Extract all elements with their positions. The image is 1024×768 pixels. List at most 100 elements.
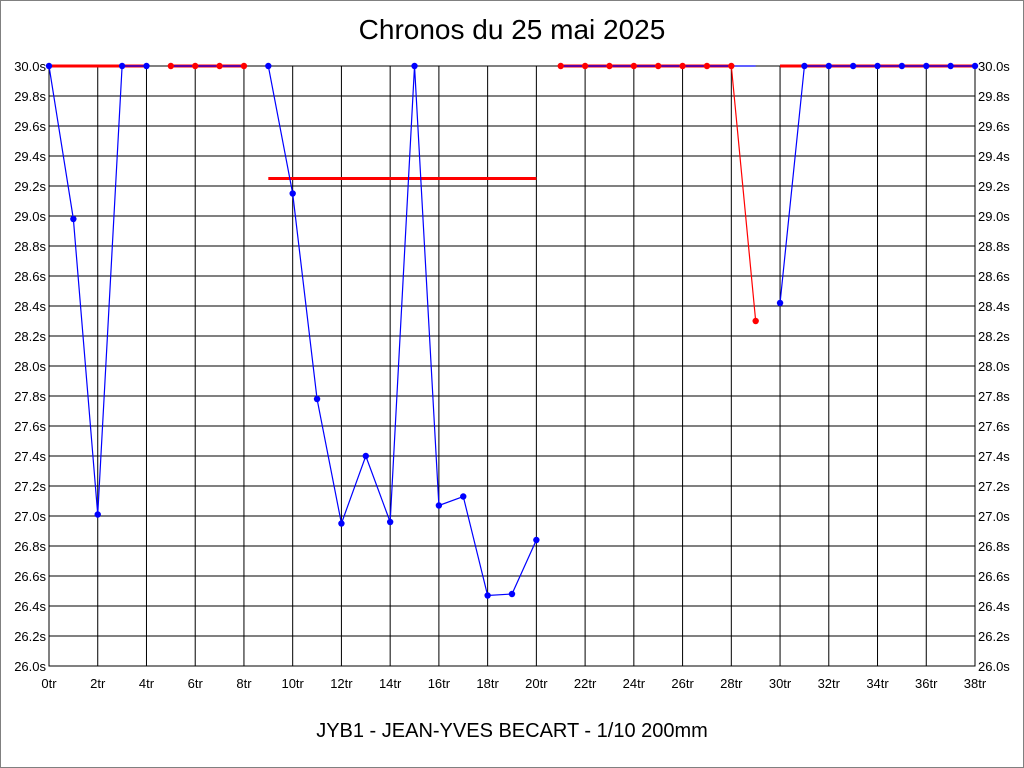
data-point — [971, 62, 979, 70]
x-tick-label: 14tr — [379, 676, 402, 691]
grid-lines — [48, 65, 976, 667]
y-tick-label-left: 26.8s — [14, 539, 46, 554]
data-point — [825, 62, 832, 70]
x-tick-label: 28tr — [720, 676, 743, 691]
x-tick-label: 22tr — [574, 676, 597, 691]
data-point — [923, 62, 930, 70]
data-point — [533, 536, 540, 544]
y-tick-label-right: 29.4s — [978, 149, 1010, 164]
y-tick-label-left: 28.6s — [14, 269, 46, 284]
y-tick-label-right: 28.2s — [978, 329, 1010, 344]
data-point — [460, 493, 467, 500]
y-tick-label-right: 29.8s — [978, 89, 1010, 104]
data-point — [338, 520, 345, 527]
y-tick-label-right: 29.6s — [978, 119, 1010, 134]
data-point — [192, 62, 199, 70]
x-tick-label: 34tr — [866, 676, 889, 691]
y-tick-label-left: 27.8s — [14, 389, 46, 404]
data-point — [874, 62, 881, 70]
y-tick-label-left: 27.6s — [14, 419, 46, 434]
y-tick-label-left: 27.2s — [14, 479, 46, 494]
x-tick-labels: 0tr 2tr 4tr 6tr 8tr 10tr 12tr 14tr 16tr 18tr 20tr 2… — [41, 676, 986, 691]
data-point — [947, 62, 954, 70]
y-tick-label-left: 26.0s — [14, 659, 46, 674]
y-tick-label-left: 28.8s — [14, 239, 46, 254]
data-point — [143, 62, 150, 70]
x-tick-label: 8tr — [236, 676, 252, 691]
data-point — [265, 62, 272, 70]
y-tick-label-right: 27.0s — [978, 509, 1010, 524]
y-tick-label-right: 27.4s — [978, 449, 1010, 464]
chart-footer: JYB1 - JEAN-YVES BECART - 1/10 200mm — [316, 720, 708, 742]
x-tick-label: 36tr — [915, 676, 938, 691]
y-tick-label-left: 29.4s — [14, 149, 46, 164]
data-point — [484, 592, 491, 599]
data-point — [728, 62, 735, 70]
series-line — [267, 65, 537, 597]
y-tick-label-right: 26.0s — [978, 659, 1010, 674]
x-tick-label: 4tr — [139, 676, 155, 691]
data-point — [411, 62, 418, 70]
x-tick-label: 26tr — [671, 676, 694, 691]
data-point — [240, 62, 248, 70]
x-tick-label: 16tr — [428, 676, 451, 691]
data-point — [655, 62, 662, 70]
data-point — [435, 502, 443, 509]
y-tick-label-left: 29.2s — [14, 179, 46, 194]
y-tick-labels: 26.0s 26.0s 26.2s 26.2s 26.4s 26.4s 26.6s 26.6s… — [14, 59, 1010, 674]
y-tick-label-left: 27.4s — [14, 449, 46, 464]
y-tick-label-right: 26.6s — [978, 569, 1010, 584]
y-tick-label-right: 28.4s — [978, 299, 1010, 314]
x-tick-label: 10tr — [281, 676, 304, 691]
y-tick-label-right: 26.8s — [978, 539, 1010, 554]
data-point — [606, 62, 613, 70]
data-point — [581, 62, 589, 70]
data-point — [849, 62, 857, 70]
y-tick-label-right: 29.2s — [978, 179, 1010, 194]
x-tick-label: 18tr — [476, 676, 499, 691]
data-point — [118, 62, 126, 70]
data-point — [94, 511, 101, 518]
x-tick-label: 32tr — [818, 676, 841, 691]
data-point — [703, 62, 711, 70]
data-point — [313, 395, 321, 403]
data-point — [167, 62, 175, 70]
data-point — [752, 317, 759, 325]
data-point — [557, 62, 564, 70]
y-tick-label-left: 29.0s — [14, 209, 46, 224]
data-point — [362, 452, 369, 460]
y-tick-label-left: 26.4s — [14, 599, 46, 614]
data-point — [801, 62, 808, 70]
x-tick-label: 38tr — [964, 676, 987, 691]
y-tick-label-left: 28.2s — [14, 329, 46, 344]
y-tick-label-right: 28.0s — [978, 359, 1010, 374]
y-tick-label-left: 27.0s — [14, 509, 46, 524]
data-point — [508, 590, 516, 598]
y-tick-label-left: 26.6s — [14, 569, 46, 584]
x-tick-label: 2tr — [90, 676, 106, 691]
data-point — [70, 215, 77, 223]
x-tick-label: 20tr — [525, 676, 548, 691]
series-line — [730, 65, 757, 322]
data-point — [386, 518, 394, 526]
y-tick-label-left: 29.6s — [14, 119, 46, 134]
x-tick-label: 0tr — [41, 676, 57, 691]
y-tick-label-right: 27.8s — [978, 389, 1010, 404]
y-tick-label-left: 26.2s — [14, 629, 46, 644]
y-tick-label-right: 28.6s — [978, 269, 1010, 284]
data-point — [630, 62, 638, 70]
x-tick-label: 12tr — [330, 676, 353, 691]
y-tick-label-right: 26.2s — [978, 629, 1010, 644]
data-point — [45, 62, 53, 70]
y-tick-label-left: 28.0s — [14, 359, 46, 374]
y-tick-label-right: 27.2s — [978, 479, 1010, 494]
data-point — [679, 62, 686, 70]
x-tick-label: 6tr — [188, 676, 204, 691]
y-tick-label-right: 26.4s — [978, 599, 1010, 614]
y-tick-label-right: 29.0s — [978, 209, 1010, 224]
y-tick-label-right: 28.8s — [978, 239, 1010, 254]
x-tick-label: 24tr — [623, 676, 646, 691]
data-point — [289, 190, 296, 197]
chart-title: Chronos du 25 mai 2025 — [358, 14, 666, 45]
